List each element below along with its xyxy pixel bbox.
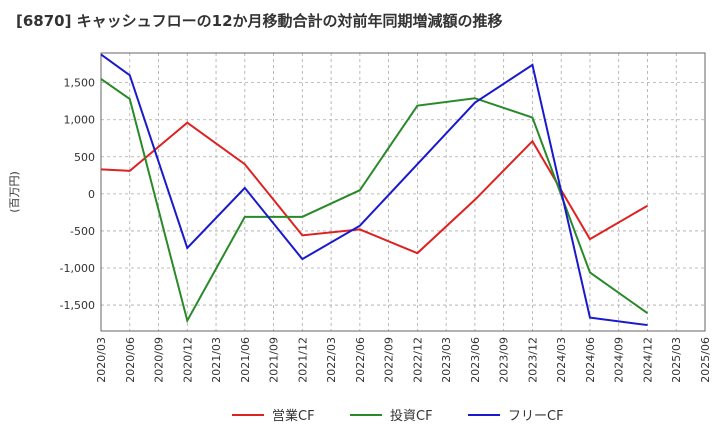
legend-label: 投資CF [390, 408, 433, 424]
y-tick-label: 500 [74, 151, 95, 164]
y-axis-title: (百万円) [8, 171, 21, 213]
x-tick-label: 2023/06 [469, 337, 482, 383]
series-line-3 [100, 53, 648, 327]
x-tick-label: 2021/06 [239, 337, 252, 383]
x-tick-label: 2024/09 [613, 337, 626, 383]
x-tick-label: 2022/12 [411, 337, 424, 383]
x-tick-label: 2023/12 [526, 337, 539, 383]
x-tick-label: 2023/09 [498, 337, 511, 383]
chart-title: [6870] キャッシュフローの12か月移動合計の対前年同期増減額の推移 [16, 12, 503, 30]
x-tick-label: 2025/06 [699, 337, 712, 383]
x-tick-label: 2022/03 [325, 337, 338, 383]
y-tick-label: -500 [70, 225, 95, 238]
y-tick-label: 1,500 [64, 77, 96, 90]
y-tick-label: -1,500 [60, 299, 95, 312]
x-tick-label: 2020/12 [181, 337, 194, 383]
x-tick-label: 2024/06 [584, 337, 597, 383]
x-tick-label: 2020/09 [153, 337, 166, 383]
x-tick-label: 2021/09 [268, 337, 281, 383]
legend-label: 営業CF [272, 408, 315, 424]
x-tick-label: 2020/06 [124, 337, 137, 383]
y-tick-label: 1,000 [64, 114, 96, 127]
grid-layer [101, 53, 705, 331]
series-layer [100, 53, 649, 327]
series-line-2 [100, 78, 649, 324]
x-tick-label: 2022/06 [354, 337, 367, 383]
x-tick-label: 2024/12 [641, 337, 654, 383]
x-tick-label: 2021/03 [210, 337, 223, 383]
plot-frame [100, 52, 706, 332]
legend-label: フリーCF [508, 409, 564, 424]
x-tick-label: 2022/09 [383, 337, 396, 383]
y-tick-label: -1,000 [60, 262, 95, 275]
y-tick-label: 0 [88, 188, 95, 201]
x-tick-label: 2021/12 [296, 337, 309, 383]
x-tick-label: 2023/03 [440, 337, 453, 383]
x-tick-label: 2025/03 [670, 337, 683, 383]
legend-layer: 営業CF 投資CF フリーCF [232, 408, 564, 424]
x-tick-label: 2024/03 [555, 337, 568, 383]
x-tick-label: 2020/03 [95, 337, 108, 383]
axis-layer: 1,500 1,000 500 0 -500 -1,000 -1,500 2020/03 202… [8, 52, 712, 383]
